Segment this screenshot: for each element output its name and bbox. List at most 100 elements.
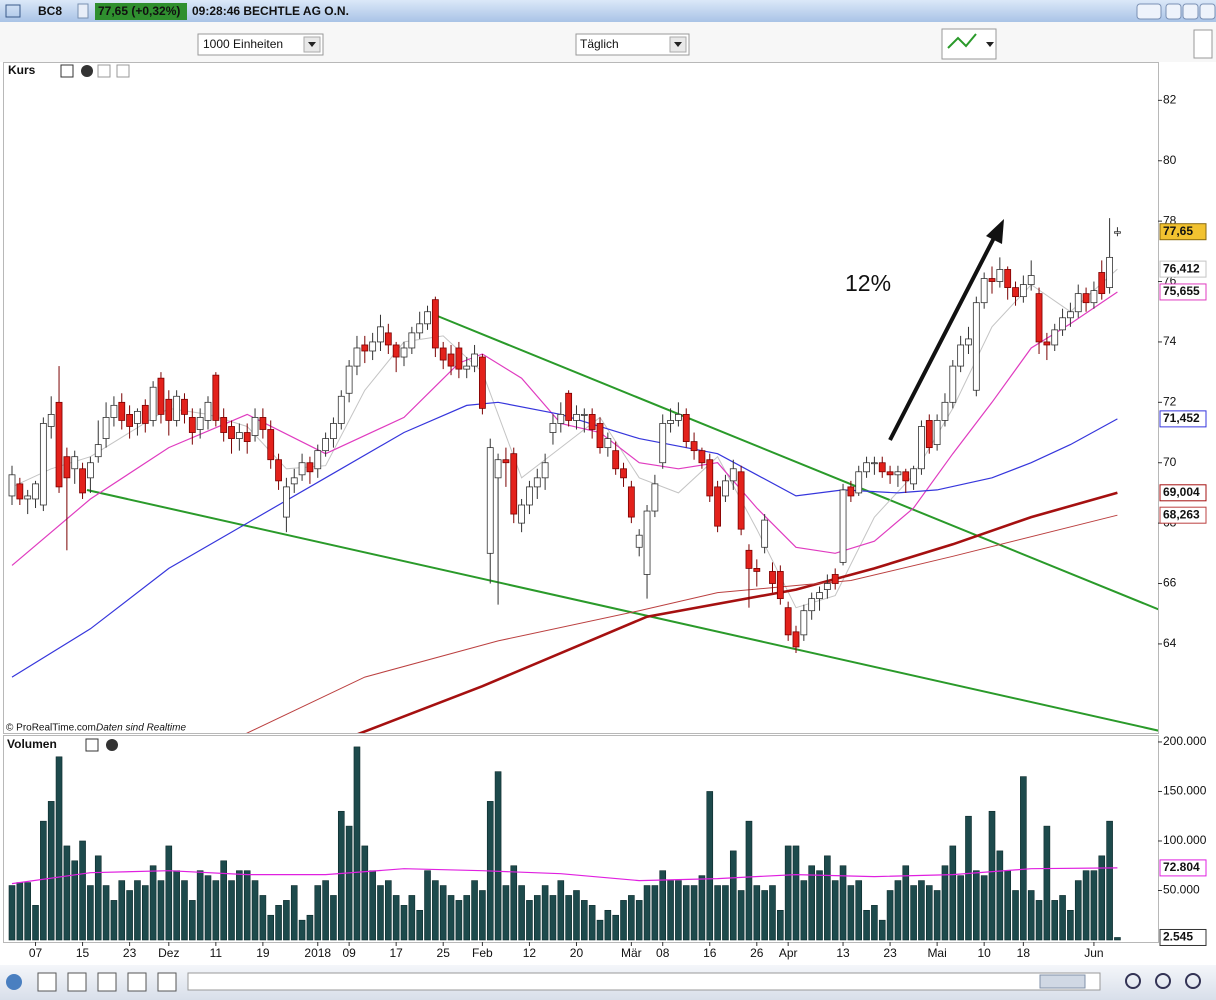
candle-body xyxy=(549,423,557,433)
candle-body xyxy=(635,534,643,548)
candle-body xyxy=(659,423,667,464)
scrollbar[interactable] xyxy=(187,972,1101,991)
volume-bar xyxy=(204,875,212,941)
volume-bar xyxy=(494,771,502,941)
candle-body xyxy=(886,471,894,476)
volume-bar xyxy=(290,885,298,941)
volume-bar xyxy=(220,860,227,941)
candle-body xyxy=(643,510,651,575)
candle-body xyxy=(627,486,635,518)
quote-box xyxy=(95,3,187,20)
candle-body xyxy=(243,432,251,442)
interval-dropdown[interactable] xyxy=(575,33,690,56)
value-box xyxy=(1159,283,1207,301)
volume-bar xyxy=(134,880,141,941)
volume-bar xyxy=(47,801,55,941)
info-button[interactable] xyxy=(77,3,89,19)
side-button[interactable] xyxy=(1193,29,1213,59)
move-down-button[interactable] xyxy=(97,64,111,78)
volume-bar xyxy=(973,870,980,941)
volume-bar xyxy=(94,855,102,941)
volume-bar xyxy=(659,870,667,941)
tool-button[interactable] xyxy=(67,972,87,992)
tool-button[interactable] xyxy=(37,972,57,992)
volume-bar xyxy=(345,825,353,941)
candle-body xyxy=(526,486,533,506)
quote: 77,65 (+0,32%) xyxy=(98,4,180,18)
volume-bar xyxy=(651,885,659,941)
candle-body xyxy=(510,453,518,515)
chart-type-button[interactable] xyxy=(941,28,997,60)
volume-bar xyxy=(596,919,604,941)
candle-body xyxy=(400,347,408,358)
y-tick-label: 66 xyxy=(1163,576,1177,590)
minimize-button[interactable] xyxy=(1165,3,1182,20)
move-up-button[interactable] xyxy=(116,64,130,78)
value-box xyxy=(1159,484,1207,502)
zoom-fit-button[interactable] xyxy=(1125,973,1141,989)
volume-bar xyxy=(824,855,831,941)
window-button[interactable] xyxy=(60,64,74,78)
volume-bar xyxy=(455,900,463,941)
volume-bar xyxy=(87,885,94,941)
volume-bar xyxy=(1035,900,1043,941)
candle-body xyxy=(776,571,784,600)
volume-bar xyxy=(463,895,471,941)
candle-body xyxy=(486,447,494,554)
volume-bar xyxy=(173,870,180,941)
volume-bar xyxy=(55,756,63,941)
candle-body xyxy=(204,401,212,421)
x-tick-label: 11 xyxy=(210,946,223,960)
candle-body xyxy=(902,471,910,482)
share-button[interactable] xyxy=(6,974,22,990)
volume-bar xyxy=(925,885,933,941)
candle-body xyxy=(337,395,345,424)
value-label: 76,412 xyxy=(1163,261,1200,275)
candle-body xyxy=(941,401,949,421)
volume-bar xyxy=(1059,895,1066,941)
candle-body xyxy=(275,459,282,482)
close-pane-button[interactable] xyxy=(106,739,118,751)
candle-body xyxy=(361,344,369,352)
scroll-thumb[interactable] xyxy=(1039,974,1086,989)
volume-bar xyxy=(871,905,878,941)
candle-body xyxy=(863,462,870,473)
volume-bar xyxy=(628,895,635,941)
candle-body xyxy=(831,574,839,584)
volume-bar xyxy=(377,885,384,941)
arrow-icon xyxy=(308,42,316,47)
volume-bar xyxy=(957,875,964,941)
tool-button[interactable] xyxy=(97,972,117,992)
candle-body xyxy=(471,353,478,367)
candle-body xyxy=(16,483,24,500)
window-button[interactable] xyxy=(85,738,99,752)
candle-body xyxy=(220,417,228,433)
maximize-button[interactable] xyxy=(1182,3,1199,20)
x-tick-label: 25 xyxy=(437,946,451,960)
candle-body xyxy=(1027,275,1035,285)
candle-body xyxy=(126,414,133,427)
zoom-out-button[interactable] xyxy=(1155,973,1171,989)
candle-body xyxy=(1019,284,1027,298)
candle-body xyxy=(573,414,580,421)
tool-button[interactable] xyxy=(127,972,147,992)
close-pane-button[interactable] xyxy=(81,65,93,77)
candle-body xyxy=(110,404,118,418)
tool-button[interactable] xyxy=(157,972,177,992)
candle-body xyxy=(173,395,181,421)
y-tick-label: 74 xyxy=(1163,334,1177,348)
volume-bar xyxy=(24,882,31,941)
annotation: 12% xyxy=(845,270,891,296)
volume-bar xyxy=(526,900,533,941)
volume-bar xyxy=(149,865,157,941)
y-tick-label: 72 xyxy=(1163,395,1177,409)
candle-body xyxy=(557,414,565,424)
close-button[interactable] xyxy=(1199,3,1216,20)
quantity-dropdown[interactable] xyxy=(197,33,324,56)
candle-body xyxy=(322,438,330,452)
candle-body xyxy=(604,438,612,449)
zoom-in-button[interactable] xyxy=(1185,973,1201,989)
value-label: 69,004 xyxy=(1163,485,1200,499)
volume-bar xyxy=(855,880,863,941)
keyboard-button[interactable] xyxy=(1136,3,1162,20)
